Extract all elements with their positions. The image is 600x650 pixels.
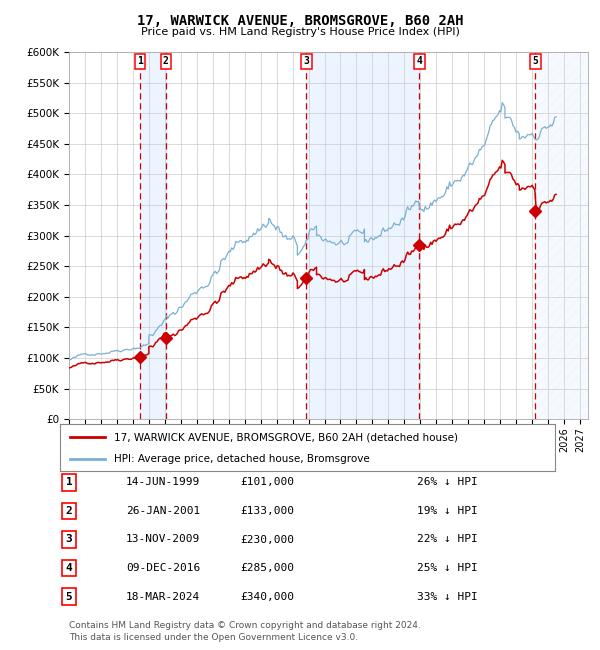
Text: HPI: Average price, detached house, Bromsgrove: HPI: Average price, detached house, Brom… [115, 454, 370, 463]
Text: 3: 3 [304, 56, 310, 66]
Text: 5: 5 [533, 56, 538, 66]
Text: 1: 1 [137, 56, 143, 66]
Text: 1: 1 [65, 477, 73, 488]
Text: 25% ↓ HPI: 25% ↓ HPI [417, 563, 478, 573]
Text: 3: 3 [65, 534, 73, 545]
Text: 33% ↓ HPI: 33% ↓ HPI [417, 592, 478, 602]
Text: 22% ↓ HPI: 22% ↓ HPI [417, 534, 478, 545]
Text: 2: 2 [163, 56, 169, 66]
Text: £133,000: £133,000 [240, 506, 294, 516]
Text: 26-JAN-2001: 26-JAN-2001 [126, 506, 200, 516]
Text: 17, WARWICK AVENUE, BROMSGROVE, B60 2AH: 17, WARWICK AVENUE, BROMSGROVE, B60 2AH [137, 14, 463, 29]
Text: 4: 4 [65, 563, 73, 573]
Text: Price paid vs. HM Land Registry's House Price Index (HPI): Price paid vs. HM Land Registry's House … [140, 27, 460, 37]
Text: £230,000: £230,000 [240, 534, 294, 545]
Text: £340,000: £340,000 [240, 592, 294, 602]
Text: 13-NOV-2009: 13-NOV-2009 [126, 534, 200, 545]
Text: This data is licensed under the Open Government Licence v3.0.: This data is licensed under the Open Gov… [69, 633, 358, 642]
Bar [140, 52, 166, 419]
Text: 18-MAR-2024: 18-MAR-2024 [126, 592, 200, 602]
Text: Contains HM Land Registry data © Crown copyright and database right 2024.: Contains HM Land Registry data © Crown c… [69, 621, 421, 630]
Text: 09-DEC-2016: 09-DEC-2016 [126, 563, 200, 573]
Text: 4: 4 [416, 56, 422, 66]
Text: 26% ↓ HPI: 26% ↓ HPI [417, 477, 478, 488]
Text: 2: 2 [65, 506, 73, 516]
Text: 19% ↓ HPI: 19% ↓ HPI [417, 506, 478, 516]
Text: £285,000: £285,000 [240, 563, 294, 573]
Text: £101,000: £101,000 [240, 477, 294, 488]
Text: 5: 5 [65, 592, 73, 602]
Text: 14-JUN-1999: 14-JUN-1999 [126, 477, 200, 488]
Bar [535, 52, 588, 419]
Bar [307, 52, 419, 419]
Text: 17, WARWICK AVENUE, BROMSGROVE, B60 2AH (detached house): 17, WARWICK AVENUE, BROMSGROVE, B60 2AH … [115, 432, 458, 442]
